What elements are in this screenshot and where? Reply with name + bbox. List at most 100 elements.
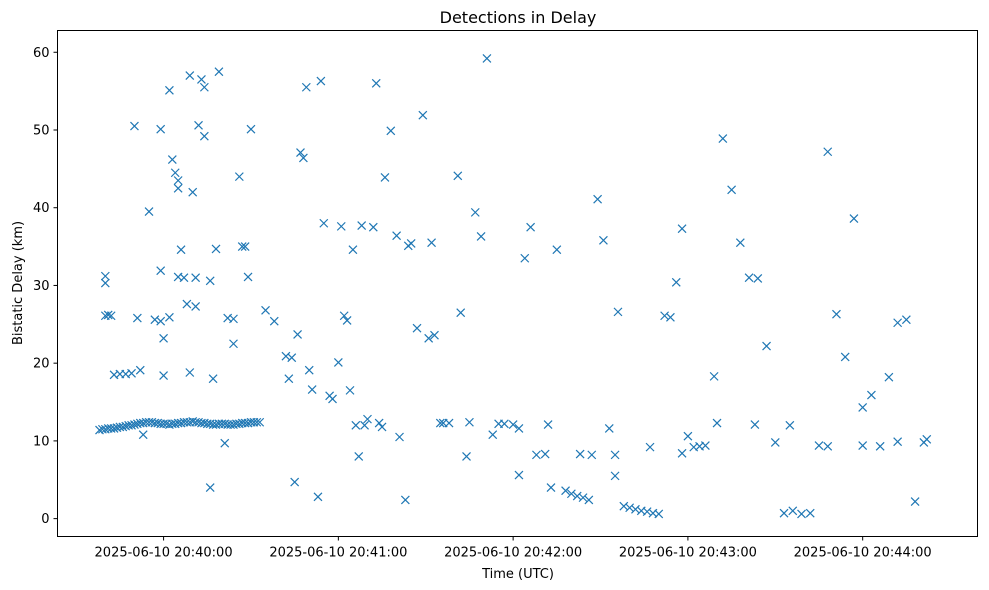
data-point: [173, 183, 183, 193]
data-point: [255, 417, 265, 427]
data-point: [345, 385, 355, 395]
data-point: [424, 333, 434, 343]
data-point: [677, 448, 687, 458]
data-point: [599, 235, 608, 245]
data-point: [363, 414, 372, 424]
data-point: [156, 266, 166, 276]
data-point: [901, 315, 911, 325]
data-point: [718, 134, 728, 143]
data-point: [103, 310, 113, 320]
data-point: [135, 365, 145, 375]
data-point: [482, 54, 492, 63]
data-point: [374, 418, 384, 428]
data-point: [342, 315, 352, 325]
data-point: [561, 486, 570, 496]
data-point: [127, 420, 136, 430]
data-point: [301, 82, 311, 92]
data-point: [156, 316, 166, 326]
data-point: [348, 245, 358, 255]
data-point: [735, 238, 745, 248]
y-tick-label: 40: [33, 201, 50, 216]
data-point: [406, 239, 416, 248]
data-point: [779, 508, 789, 518]
data-point: [392, 231, 402, 241]
data-point: [805, 508, 815, 518]
data-point: [430, 330, 439, 340]
x-tick-label: 2025-06-10 20:40:00: [95, 546, 233, 561]
data-point: [709, 371, 719, 381]
data-point: [339, 311, 349, 321]
y-tick-label: 20: [33, 357, 50, 372]
data-point: [858, 441, 868, 450]
data-point: [456, 308, 466, 318]
data-point: [677, 224, 687, 234]
data-point: [313, 492, 323, 502]
data-point: [575, 449, 585, 459]
data-point: [578, 493, 588, 503]
data-point: [462, 452, 471, 461]
data-point: [205, 483, 215, 492]
data-point: [237, 242, 247, 252]
data-point: [858, 403, 868, 412]
data-point: [514, 470, 524, 480]
plot-frame: [57, 30, 978, 537]
data-point: [138, 430, 148, 440]
data-point: [546, 483, 556, 492]
data-point: [642, 507, 652, 517]
data-point: [269, 316, 279, 326]
data-point: [333, 357, 343, 367]
x-tick-label: 2025-06-10 20:42:00: [444, 546, 582, 561]
data-point: [849, 214, 859, 224]
data-point: [427, 238, 436, 248]
data-point: [395, 432, 404, 442]
data-point: [100, 271, 110, 281]
data-point: [625, 503, 635, 513]
data-point: [170, 168, 180, 178]
data-point: [191, 273, 201, 283]
data-point: [660, 311, 670, 321]
data-point: [357, 221, 367, 231]
data-points: [95, 54, 932, 519]
data-point: [526, 222, 536, 232]
data-point: [182, 299, 192, 309]
data-point: [823, 441, 833, 451]
plot-area: 2025-06-10 20:40:00 2025-06-10 20:41:00 20…: [33, 30, 978, 561]
y-tick-label: 0: [41, 512, 49, 527]
data-point: [281, 351, 291, 361]
y-tick-label: 50: [33, 123, 50, 138]
data-point: [552, 245, 562, 255]
data-point: [159, 333, 169, 343]
y-tick-label: 30: [33, 279, 50, 294]
data-point: [360, 420, 369, 430]
x-tick-label: 2025-06-10 20:44:00: [794, 546, 932, 561]
data-point: [319, 218, 329, 228]
data-point: [654, 509, 664, 519]
data-point: [368, 222, 378, 232]
data-point: [167, 155, 177, 164]
data-point: [127, 368, 136, 378]
data-point: [514, 424, 524, 433]
data-point: [191, 302, 201, 311]
data-point: [252, 417, 262, 427]
data-point: [164, 85, 174, 95]
x-tick-label: 2025-06-10 20:43:00: [619, 546, 757, 561]
data-point: [164, 312, 174, 322]
data-point: [234, 172, 244, 182]
data-point: [465, 417, 474, 427]
data-point: [785, 420, 795, 430]
data-point: [199, 82, 209, 92]
data-point: [444, 418, 454, 428]
data-point: [290, 477, 300, 487]
data-point: [613, 307, 623, 317]
data-point: [307, 385, 317, 395]
data-point: [354, 452, 364, 461]
data-point: [293, 329, 303, 339]
data-point: [351, 420, 361, 430]
x-axis-title: Time (UTC): [481, 567, 554, 582]
data-point: [893, 318, 903, 328]
data-point: [150, 315, 160, 325]
data-point: [875, 441, 885, 451]
data-point: [788, 506, 798, 516]
